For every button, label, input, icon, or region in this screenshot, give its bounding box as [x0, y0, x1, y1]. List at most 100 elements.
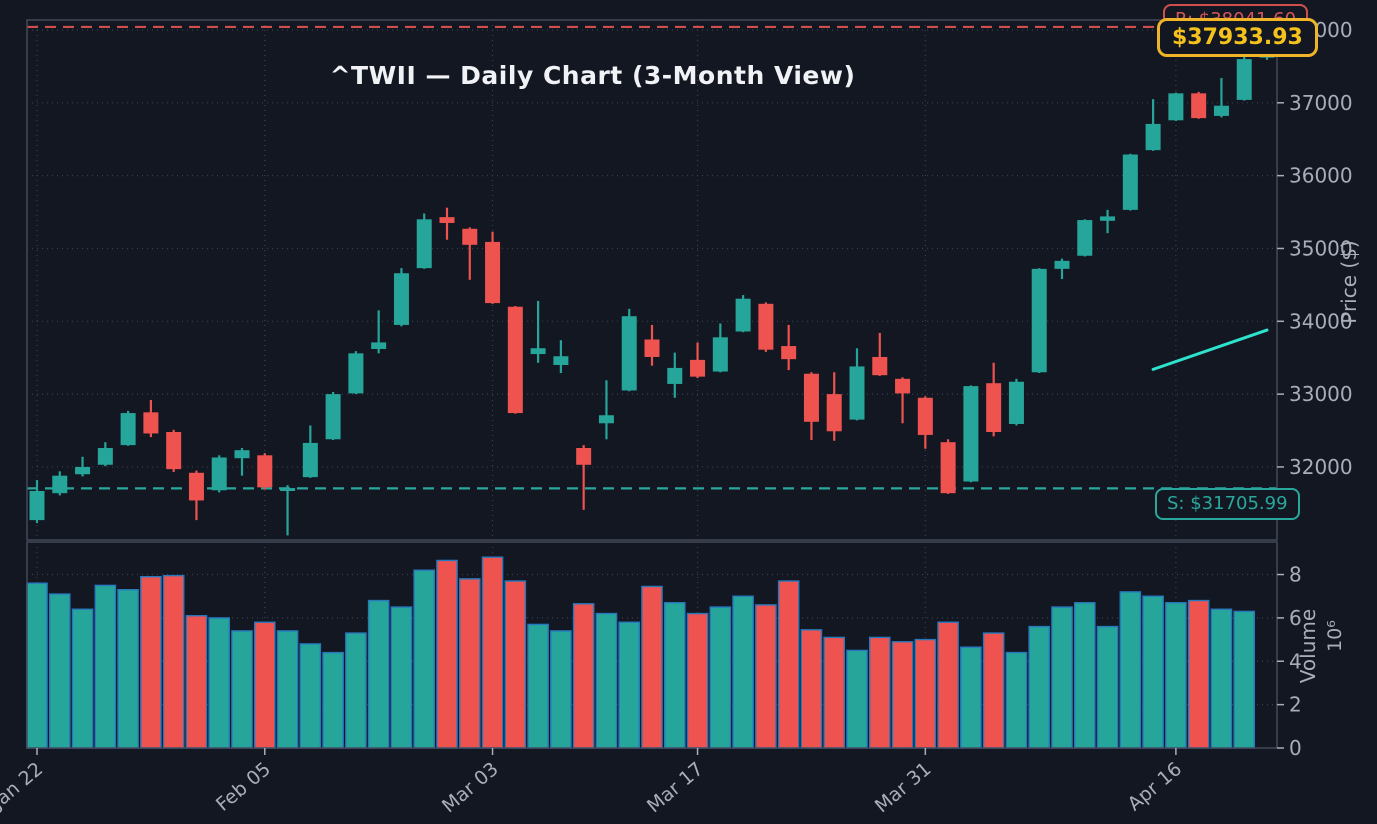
- candle-body: [166, 431, 182, 470]
- candle-body: [485, 241, 501, 304]
- candle-body: [29, 490, 45, 521]
- volume-bar: [413, 569, 436, 749]
- price-panel-border: [26, 19, 1278, 541]
- volume-bar: [26, 582, 48, 749]
- candle-body: [1008, 381, 1024, 424]
- volume-bar: [732, 595, 754, 749]
- volume-bar: [800, 629, 823, 749]
- volume-bar: [937, 621, 959, 749]
- volume-bar: [1073, 602, 1096, 749]
- volume-bar: [1028, 625, 1051, 749]
- volume-tick-label: 4: [1289, 649, 1302, 673]
- volume-bar: [641, 585, 663, 749]
- candle-body: [826, 394, 842, 432]
- volume-bar: [140, 575, 162, 749]
- candle-body: [416, 219, 432, 269]
- candle-body: [553, 356, 569, 365]
- volume-bar: [162, 574, 185, 749]
- candle-body: [690, 359, 706, 377]
- candle-body: [1031, 268, 1047, 373]
- candle-body: [393, 273, 409, 325]
- volume-panel-border: [26, 541, 1278, 749]
- chart-title: ^TWII — Daily Chart (3-Month View): [329, 61, 856, 90]
- volume-bar: [481, 556, 504, 749]
- volume-bar: [276, 630, 299, 749]
- volume-bar: [185, 615, 208, 749]
- volume-bar: [1096, 625, 1119, 749]
- volume-bar: [117, 589, 139, 749]
- volume-bar: [595, 612, 618, 749]
- volume-tick-label: 6: [1289, 606, 1302, 630]
- volume-bar: [709, 606, 732, 749]
- volume-bar: [390, 606, 413, 749]
- volume-exponent-label: 10⁶: [1324, 620, 1346, 652]
- volume-bar: [618, 621, 641, 749]
- volume-tick-label: 8: [1289, 563, 1302, 587]
- x-tick-label: Mar 31: [871, 758, 936, 817]
- candle-body: [872, 356, 888, 376]
- candle-body: [849, 366, 865, 420]
- candle-body: [895, 378, 911, 394]
- x-tick-label: Feb 05: [212, 758, 275, 816]
- candle-body: [1077, 220, 1093, 256]
- volume-bar: [868, 636, 891, 749]
- price-tick-label: 35000: [1289, 236, 1353, 260]
- candle-body: [52, 475, 68, 494]
- volume-bar: [527, 623, 549, 749]
- candle-body: [1054, 260, 1070, 269]
- volume-bar: [253, 621, 276, 749]
- volume-bar: [960, 646, 982, 749]
- volume-bar: [1005, 651, 1028, 749]
- candle-body: [986, 383, 1002, 432]
- volume-bar: [71, 608, 94, 749]
- candle-body: [1145, 123, 1161, 151]
- x-tick-label: Apr 16: [1124, 758, 1186, 815]
- candle-body: [803, 373, 819, 422]
- candle-body: [234, 450, 250, 459]
- candle-body: [1213, 105, 1229, 116]
- volume-bar: [367, 599, 390, 749]
- volume-bar: [1187, 599, 1210, 749]
- candle-body: [530, 348, 546, 355]
- volume-bar: [846, 649, 868, 749]
- volume-bar: [1233, 610, 1256, 749]
- candle-body: [781, 346, 797, 360]
- volume-bar: [755, 604, 777, 749]
- candle-body: [97, 448, 113, 465]
- volume-bar: [299, 643, 322, 749]
- candle-body: [257, 455, 273, 488]
- volume-bar: [572, 603, 595, 749]
- price-tick-label: 36000: [1289, 164, 1353, 188]
- volume-bar: [663, 602, 686, 749]
- volume-bar: [686, 612, 709, 749]
- volume-bar: [1119, 591, 1142, 749]
- price-tick-label: 32000: [1289, 455, 1353, 479]
- candle-body: [735, 298, 751, 332]
- candle-body: [120, 413, 136, 446]
- volume-bar: [322, 651, 344, 749]
- volume-bar: [1051, 606, 1073, 749]
- volume-bar: [823, 636, 846, 749]
- candle-body: [940, 442, 956, 494]
- candle-body: [75, 466, 91, 475]
- candle-body: [758, 303, 774, 350]
- volume-bar: [208, 617, 231, 749]
- price-tick-label: 37000: [1289, 91, 1353, 115]
- x-tick-label: Mar 17: [643, 758, 708, 817]
- support-label: S: $31705.99: [1155, 488, 1300, 520]
- candle-body: [211, 457, 227, 491]
- volume-tick-label: 2: [1289, 693, 1302, 717]
- candle-body: [621, 316, 637, 391]
- volume-bar: [777, 580, 800, 749]
- price-axis-label: Price ($): [1337, 240, 1361, 323]
- candle-body: [325, 394, 341, 440]
- volume-bar: [1165, 602, 1187, 749]
- current-price-badge: $37933.93: [1157, 18, 1318, 57]
- volume-bar: [914, 638, 937, 749]
- candle-body: [576, 448, 592, 465]
- candle-body: [667, 367, 683, 384]
- volume-bar: [891, 641, 914, 749]
- candle-body: [712, 337, 728, 372]
- candle-body: [963, 386, 979, 482]
